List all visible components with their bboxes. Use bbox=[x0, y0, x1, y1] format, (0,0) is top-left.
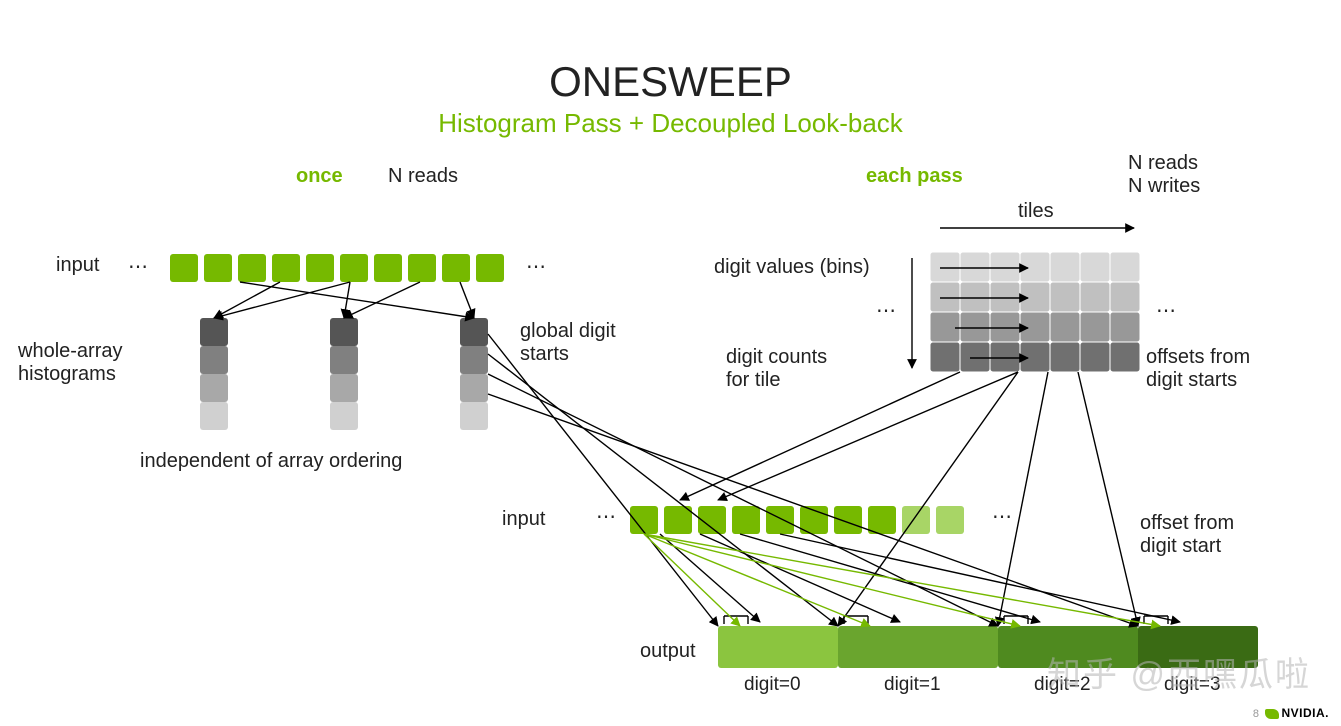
dots: ⋯ bbox=[128, 256, 148, 279]
label-digit-values: digit values (bins) bbox=[714, 256, 870, 279]
page-number: 8 bbox=[1253, 708, 1259, 720]
dots: ⋯ bbox=[876, 300, 896, 323]
nvidia-eye-icon bbox=[1265, 709, 1279, 719]
label-independent: independent of array ordering bbox=[140, 450, 402, 473]
label-tiles: tiles bbox=[1018, 200, 1054, 223]
dots: ⋯ bbox=[992, 506, 1012, 529]
label-output: output bbox=[640, 640, 696, 663]
label-each-pass: each pass bbox=[866, 165, 963, 188]
slide-subtitle: Histogram Pass + Decoupled Look-back bbox=[0, 108, 1341, 139]
watermark: 知乎 @西嘿瓜啦 bbox=[1047, 647, 1311, 696]
label-global-digit-starts: global digitstarts bbox=[520, 320, 616, 366]
label-offset-from: offset fromdigit start bbox=[1140, 512, 1234, 558]
dots: ⋯ bbox=[596, 506, 616, 529]
dots: ⋯ bbox=[1156, 300, 1176, 323]
label-digit-counts: digit countsfor tile bbox=[726, 346, 827, 392]
label-whole-array: whole-arrayhistograms bbox=[18, 340, 122, 386]
nvidia-logo: NVIDIA. bbox=[1265, 706, 1329, 720]
digit-label: digit=1 bbox=[884, 674, 941, 696]
label-once: once bbox=[296, 165, 343, 188]
digit-label: digit=0 bbox=[744, 674, 801, 696]
label-input-mid: input bbox=[502, 508, 545, 531]
label-offsets-from: offsets fromdigit starts bbox=[1146, 346, 1250, 392]
slide-title: ONESWEEP bbox=[0, 58, 1341, 106]
label-input-left: input bbox=[56, 254, 99, 277]
dots: ⋯ bbox=[526, 256, 546, 279]
label-n-reads: N reads bbox=[388, 165, 458, 188]
label-n-reads-writes: N readsN writes bbox=[1128, 152, 1200, 198]
